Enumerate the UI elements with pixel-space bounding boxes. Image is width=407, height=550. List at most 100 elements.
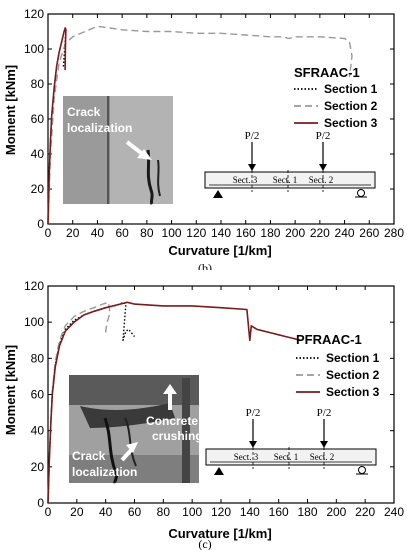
section-label: Sect. 1 — [274, 452, 299, 462]
crack-line — [103, 417, 119, 484]
y-tick-label: 20 — [31, 182, 45, 196]
x-axis-label: Curvature [1/km] — [168, 243, 271, 258]
photo-label-localization: localization — [72, 465, 137, 479]
photo-arrow-head — [137, 149, 152, 160]
x-tick-label: 40 — [91, 226, 105, 240]
series-line-section-2 — [47, 25, 353, 225]
photo-label-line1: Crack — [67, 105, 101, 119]
load-label: P/2 — [246, 407, 261, 419]
x-tick-label: 80 — [157, 505, 171, 519]
photo-label-concrete: Concrete — [146, 414, 198, 428]
section-label: Sect. 2 — [310, 452, 335, 462]
x-tick-label: 180 — [297, 505, 317, 519]
x-tick-label: 220 — [355, 505, 375, 519]
photo-shadow-band — [69, 375, 199, 405]
photo-label-line2: localization — [67, 121, 132, 135]
legend-label-section-3: Section 3 — [324, 116, 378, 130]
x-tick-label: 200 — [285, 226, 305, 240]
x-tick-label: 80 — [140, 226, 154, 240]
beam-body — [204, 171, 376, 189]
x-tick-label: 140 — [211, 226, 231, 240]
x-tick-label: 120 — [186, 226, 206, 240]
roller-support — [358, 466, 366, 474]
specimen-label: SFRAAC-1 — [294, 65, 360, 80]
x-tick-label: 140 — [240, 505, 260, 519]
photo-panel-left — [63, 96, 107, 204]
y-tick-label: 80 — [31, 77, 45, 91]
load-label: P/2 — [316, 130, 331, 142]
x-tick-label: 120 — [211, 505, 231, 519]
x-tick-label: 180 — [260, 226, 280, 240]
x-tick-label: 100 — [182, 505, 202, 519]
x-axis-label: Curvature [1/km] — [168, 526, 271, 541]
x-tick-label: 220 — [310, 226, 330, 240]
photo-label-crushing: crushing — [152, 429, 203, 443]
x-tick-label: 20 — [66, 226, 80, 240]
section-label: Sect. 1 — [273, 175, 298, 185]
y-tick-label: 120 — [24, 7, 44, 21]
series-line-section-3 — [47, 301, 301, 504]
section-label: Sect. 2 — [309, 175, 334, 185]
chart-b: Moment [kNm] Curvature [1/km] 0 20 40 60 80 1… — [3, 7, 404, 270]
x-tick-label: 100 — [162, 226, 182, 240]
legend: Section 1 Section 2 Section 3 — [294, 82, 378, 130]
x-tick-label: 60 — [115, 226, 129, 240]
y-tick-label: 80 — [31, 351, 45, 365]
y-axis-label: Moment [kNm] — [3, 65, 18, 155]
panel-caption: (b) — [198, 261, 212, 270]
x-tick-label: 60 — [128, 505, 142, 519]
crack-line — [146, 149, 154, 205]
y-tick-label: 0 — [37, 496, 44, 510]
support-post — [182, 378, 190, 483]
beam-body — [205, 448, 377, 466]
load-arrow-head — [319, 164, 327, 171]
crushing-zone — [80, 403, 175, 428]
legend-label-section-1: Section 1 — [324, 82, 378, 96]
y-tick-label: 60 — [31, 112, 45, 126]
roller-support — [357, 189, 365, 197]
x-tick-label: 160 — [236, 226, 256, 240]
specimen-label: PFRAAC-1 — [296, 332, 362, 347]
pin-support — [213, 190, 223, 198]
arrow-crack-head — [126, 442, 138, 453]
y-tick-label: 40 — [31, 147, 45, 161]
x-tick-label: 260 — [359, 226, 379, 240]
legend-label-section-1: Section 1 — [326, 351, 380, 365]
panel-caption: (c) — [198, 537, 211, 550]
series-line-section-2 — [47, 301, 111, 504]
x-tick-label: 160 — [269, 505, 289, 519]
crushing-photo: Concrete crushing Crack localization — [69, 375, 203, 484]
crack-photo: Crack localization — [63, 96, 173, 205]
y-axis-label: Moment [kNm] — [3, 345, 18, 435]
legend-label-section-2: Section 2 — [324, 99, 378, 113]
x-tick-label: 0 — [45, 505, 52, 519]
x-tick-label: 20 — [70, 505, 84, 519]
series-line-section-3 — [47, 27, 67, 225]
photo-panel-right — [110, 96, 173, 204]
x-tick-label: 200 — [326, 505, 346, 519]
load-label: P/2 — [245, 130, 260, 142]
load-arrow-head — [249, 441, 257, 448]
arrow-crushing-head — [163, 384, 177, 394]
load-arrow-head — [320, 441, 328, 448]
x-tick-label: 280 — [384, 226, 404, 240]
crack-branch — [124, 417, 137, 467]
crack-branch — [157, 159, 161, 197]
y-tick-label: 0 — [37, 217, 44, 231]
pin-support — [214, 467, 224, 475]
photo-label-crack: Crack — [72, 449, 106, 463]
y-tick-label: 20 — [31, 460, 45, 474]
legend-label-section-2: Section 2 — [326, 368, 380, 382]
section-label: Sect. 3 — [234, 452, 259, 462]
x-tick-label: 240 — [384, 505, 404, 519]
y-tick-label: 40 — [31, 424, 45, 438]
legend: Section 1 Section 2 Section 3 — [296, 351, 380, 399]
chart-c: Moment [kNm] Curvature [1/km] 0 20 40 60 80 1… — [3, 279, 404, 550]
load-arrow-head — [248, 164, 256, 171]
x-tick-label: 0 — [45, 226, 52, 240]
beam-diagram: P/2 P/2 Sect. 3 Sect. 1 Sect. 2 — [205, 407, 377, 475]
x-tick-label: 240 — [335, 226, 355, 240]
x-tick-label: 40 — [99, 505, 113, 519]
load-label: P/2 — [317, 407, 332, 419]
legend-label-section-3: Section 3 — [326, 385, 380, 399]
